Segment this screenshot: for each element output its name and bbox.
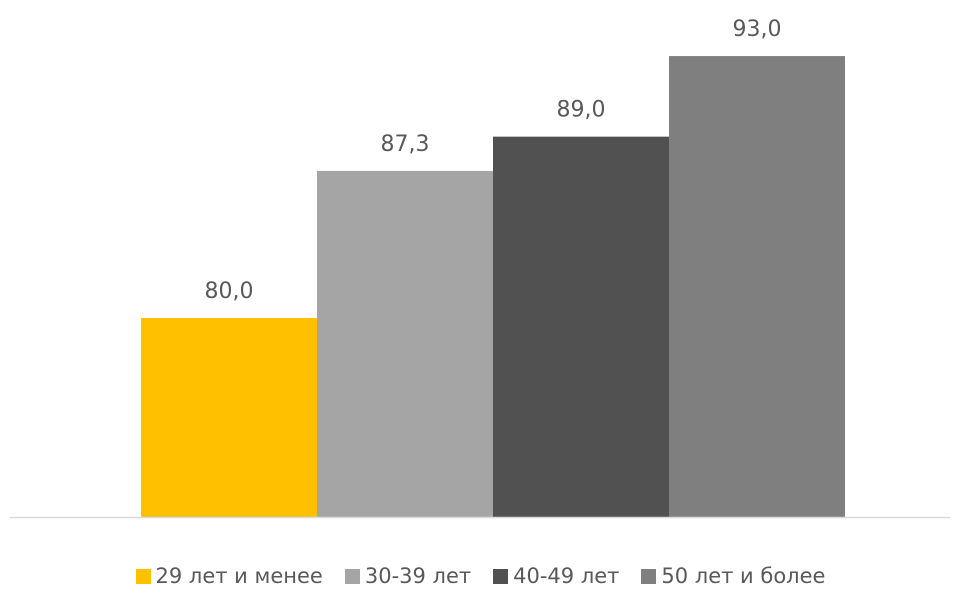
legend-label-1: 29 лет и менее <box>155 564 323 588</box>
legend-label-2: 30-39 лет <box>364 564 472 588</box>
bar-3 <box>493 136 669 517</box>
data-label-3: 89,0 <box>557 98 606 123</box>
bar-4 <box>669 56 845 518</box>
legend-swatch-1 <box>135 568 151 584</box>
chart-legend: 29 лет и менее 30-39 лет 40-49 лет 50 лет и… <box>0 562 961 590</box>
legend-item-4: 50 лет и более <box>641 564 825 588</box>
data-labels-group: 80,0 87,3 89,0 93,0 <box>205 17 782 304</box>
legend-swatch-3 <box>493 568 509 584</box>
bars-group <box>141 56 845 518</box>
legend-swatch-4 <box>641 568 657 584</box>
legend-label-3: 40-49 лет <box>513 564 620 588</box>
legend-swatch-2 <box>344 568 360 584</box>
data-label-2: 87,3 <box>381 132 430 157</box>
legend-item-2: 30-39 лет <box>344 564 472 588</box>
data-label-1: 80,0 <box>205 279 254 304</box>
bar-1 <box>141 318 317 517</box>
legend-label-4: 50 лет и более <box>661 564 826 588</box>
legend-item-1: 29 лет и менее <box>135 564 323 588</box>
bar-2 <box>317 170 493 517</box>
legend-item-3: 40-49 лет <box>493 564 619 588</box>
data-label-4: 93,0 <box>733 17 782 42</box>
